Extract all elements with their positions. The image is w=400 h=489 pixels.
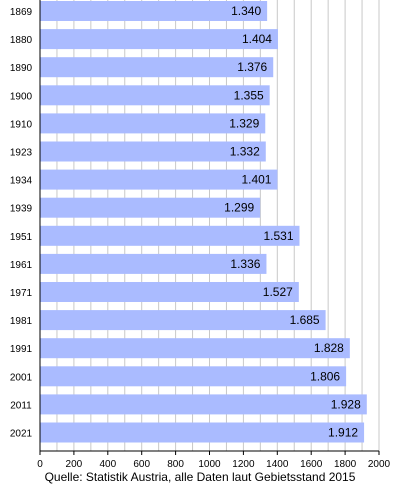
category-label: 1961 xyxy=(10,260,33,271)
bar xyxy=(40,422,365,443)
data-label: 1.828 xyxy=(314,341,344,355)
category-label: 1923 xyxy=(10,148,33,159)
category-label: 1869 xyxy=(10,7,33,18)
category-label: 1939 xyxy=(10,204,33,215)
bar xyxy=(40,282,299,302)
bar xyxy=(40,85,270,106)
category-label: 2011 xyxy=(10,400,32,411)
x-tick-label: 1600 xyxy=(300,459,323,470)
data-label: 1.685 xyxy=(290,313,320,327)
category-label: 1951 xyxy=(10,232,33,243)
data-label: 1.912 xyxy=(328,426,358,440)
bar xyxy=(40,225,300,246)
bar xyxy=(40,394,367,415)
x-tick-label: 200 xyxy=(66,459,83,470)
data-label: 1.531 xyxy=(263,229,293,243)
bar xyxy=(40,29,278,50)
category-label: 1981 xyxy=(10,316,33,327)
x-tick-label: 400 xyxy=(99,459,116,470)
data-label: 1.329 xyxy=(229,116,259,130)
data-label: 1.336 xyxy=(230,257,260,271)
x-tick-label: 0 xyxy=(37,459,43,470)
x-tick-label: 1200 xyxy=(232,459,255,470)
data-label: 1.806 xyxy=(310,369,340,383)
bar xyxy=(40,197,261,218)
category-label: 1934 xyxy=(10,176,33,187)
bar xyxy=(40,310,326,331)
data-label: 1.404 xyxy=(242,32,272,46)
bar xyxy=(40,1,268,21)
data-label: 1.332 xyxy=(230,145,260,159)
bar xyxy=(40,338,350,359)
category-label: 1991 xyxy=(10,344,33,355)
data-label: 1.340 xyxy=(231,4,261,18)
data-label: 1.527 xyxy=(263,285,293,299)
data-label: 1.928 xyxy=(331,397,361,411)
category-label: 2021 xyxy=(10,429,33,440)
data-label: 1.299 xyxy=(224,201,254,215)
category-label: 1971 xyxy=(10,288,33,299)
bar xyxy=(40,57,274,78)
x-tick-label: 600 xyxy=(133,459,150,470)
category-label: 1880 xyxy=(10,35,33,46)
category-label: 1900 xyxy=(10,91,33,102)
data-label: 1.401 xyxy=(241,173,271,187)
bar xyxy=(40,113,266,134)
category-label: 2001 xyxy=(10,372,33,383)
axes: 1869 1880 1890 1900 1910 1923 1934 1939 1951 1961… xyxy=(10,0,391,470)
category-label: 1910 xyxy=(10,119,33,130)
bar xyxy=(40,141,266,162)
x-tick-label: 2000 xyxy=(368,459,391,470)
x-tick-label: 800 xyxy=(167,459,184,470)
bars: 1.340 1.404 1.376 1.355 1.329 1.332 1.401 1.299… xyxy=(40,1,367,443)
x-tick-label: 1000 xyxy=(198,459,221,470)
data-label: 1.355 xyxy=(234,88,264,102)
population-bar-chart: 1.340 1.404 1.376 1.355 1.329 1.332 1.401 1.299… xyxy=(10,0,391,470)
data-label: 1.376 xyxy=(237,60,267,74)
x-tick-label: 1800 xyxy=(334,459,357,470)
category-label: 1890 xyxy=(10,63,33,74)
x-tick-label: 1400 xyxy=(266,459,289,470)
bar xyxy=(40,366,347,387)
source-note: Quelle: Statistik Austria, alle Daten la… xyxy=(44,470,356,484)
bar xyxy=(40,169,278,190)
bar xyxy=(40,253,267,274)
